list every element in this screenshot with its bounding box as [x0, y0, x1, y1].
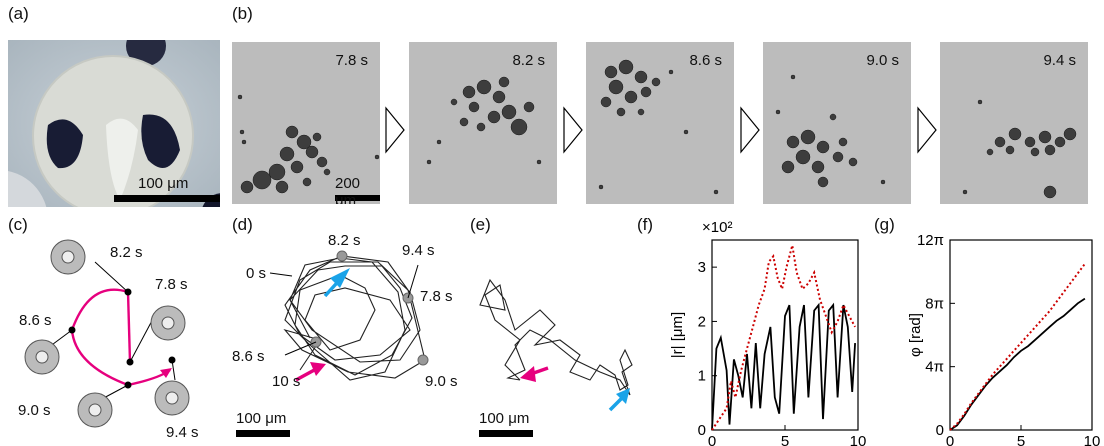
particle-icon-3 — [24, 339, 60, 375]
chart-f-xtick-label-1: 5 — [781, 433, 789, 446]
chart-g-ytick-label-2: 8π — [925, 295, 944, 312]
chart-f-ylabel: |r| [μm] — [669, 312, 686, 358]
frame-2-bubbles — [426, 76, 542, 165]
frame-5: 9.4 s — [940, 42, 1088, 204]
panel-d-scale-text: 100 μm — [236, 410, 287, 427]
panel-c-time-82: 8.2 s — [110, 244, 143, 261]
panel-c-time-78: 7.8 s — [155, 276, 188, 293]
frame-5-bubbles — [962, 99, 1077, 199]
panel-c-time-90: 9.0 s — [18, 402, 51, 419]
frame-arrow-2 — [563, 106, 583, 154]
panel-b-scale-text: 200 μm — [335, 175, 361, 204]
panel-e-scalebar — [479, 430, 533, 437]
panel-e-scale-text: 100 μm — [479, 410, 530, 427]
particle-icon-1 — [50, 239, 86, 275]
chart-g-ylabel: φ [rad] — [907, 313, 924, 357]
frame-4-bubbles — [775, 74, 886, 188]
panel-c-label: (c) — [8, 215, 28, 234]
chart-g-xtick-label-0: 0 — [946, 433, 954, 446]
panel-g-label: (g) — [874, 215, 895, 234]
panel-b-label: (b) — [232, 4, 253, 23]
chart-f-ytick-label-2: 2 — [698, 313, 706, 330]
frame-1-bubbles — [237, 94, 380, 194]
panel-a-label: (a) — [8, 4, 29, 23]
chart-g-ytick-label-3: 12π — [917, 232, 944, 249]
chart-g-ytick-label-0: 0 — [936, 422, 944, 439]
chart-g-ytick-label-1: 4π — [925, 359, 944, 376]
panel-f-label: (f) — [637, 215, 654, 234]
frame-5-time: 9.4 s — [1043, 52, 1076, 69]
particle-icon-4 — [77, 392, 113, 428]
chart-f-multiplier: ×10² — [702, 219, 732, 236]
panel-d-time-90: 9.0 s — [425, 373, 458, 390]
frame-3: 8.6 s — [586, 42, 734, 204]
chart-f-ytick-label-3: 3 — [698, 259, 706, 276]
panel-c-time-86: 8.6 s — [19, 312, 52, 329]
frame-arrow-3 — [740, 106, 760, 154]
chart-f-ytick-label-0: 0 — [698, 422, 706, 439]
frame-4-time: 9.0 s — [866, 52, 899, 69]
panel-d-scalebar — [236, 430, 290, 437]
chart-g-series-0 — [949, 297, 1086, 431]
chart-f-xtick-label-0: 0 — [708, 433, 716, 446]
chart-f-ytick-label-1: 1 — [698, 368, 706, 385]
frame-3-time: 8.6 s — [689, 52, 722, 69]
chart-f-xtick-label-2: 10 — [850, 433, 867, 446]
panel-d-time-0: 0 s — [246, 265, 267, 282]
panel-d-time-10: 10 s — [272, 373, 301, 390]
chart-g-xtick-label-2: 10 — [1084, 433, 1101, 446]
panel-a-scalebar — [114, 195, 220, 202]
frame-4: 9.0 s — [763, 42, 911, 204]
panel-d-time-86: 8.6 s — [232, 348, 265, 365]
chart-f-frame — [711, 239, 859, 431]
panel-e-label: (e) — [470, 215, 491, 234]
frame-1: 7.8 s 200 μm — [232, 42, 380, 204]
frame-3-bubbles — [598, 59, 719, 195]
particle-icon-2 — [150, 305, 186, 341]
particle-photo: 100 μm — [8, 40, 220, 207]
particle-illustration — [8, 40, 220, 207]
chart-f-series-0 — [711, 302, 856, 431]
panel-d-time-94: 9.4 s — [402, 242, 435, 259]
frame-arrow-4 — [917, 106, 937, 154]
frame-2-time: 8.2 s — [512, 52, 545, 69]
panel-d-time-82: 8.2 s — [328, 232, 361, 249]
chart-g-series-1 — [949, 263, 1086, 431]
chart-g-frame — [949, 239, 1093, 431]
panel-a-scale-text: 100 μm — [138, 175, 189, 192]
panel-d-time-78: 7.8 s — [420, 288, 453, 305]
panel-d-label: (d) — [232, 215, 253, 234]
chart-g-xtick-label-1: 5 — [1017, 433, 1025, 446]
particle-icon-5 — [154, 380, 190, 416]
frame-2: 8.2 s — [409, 42, 557, 204]
panel-b-scalebar — [335, 195, 380, 201]
panel-c-time-94: 9.4 s — [166, 424, 199, 441]
frame-arrow-1 — [385, 106, 405, 154]
frame-1-time: 7.8 s — [335, 52, 368, 69]
